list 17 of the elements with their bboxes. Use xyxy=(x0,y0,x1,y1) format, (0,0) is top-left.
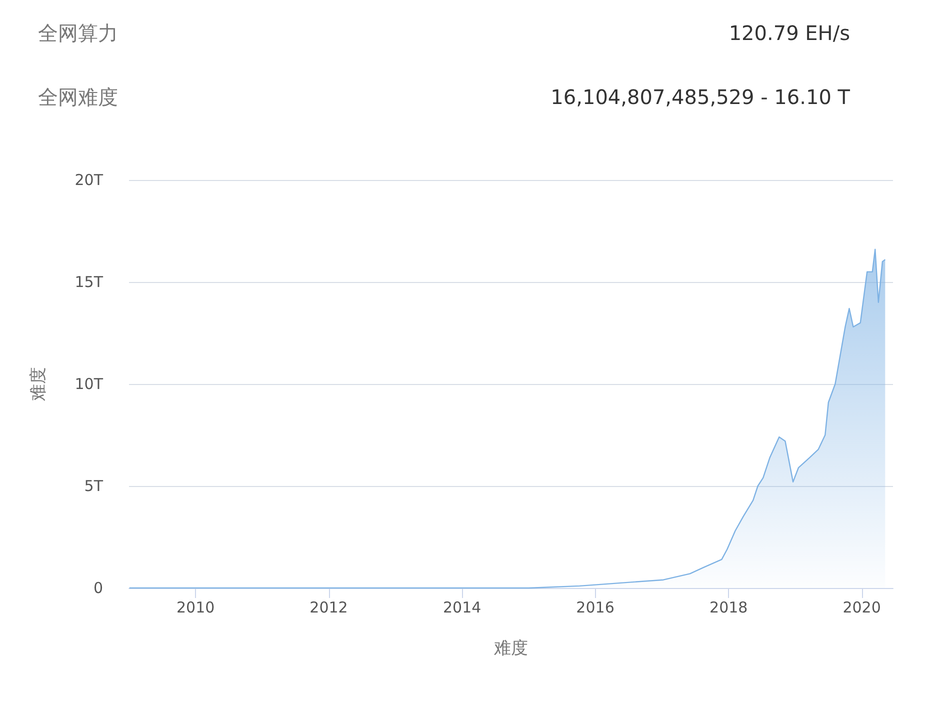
y-tick-label: 0 xyxy=(93,579,103,597)
text: 120.79 EH/s xyxy=(728,21,850,45)
y-tick-label: 5T xyxy=(84,477,104,495)
y-axis-title: 难度 xyxy=(28,367,48,402)
text: 16,104,807,485,529 - 16.10 T xyxy=(550,85,851,109)
text: 全网难度 xyxy=(38,85,118,109)
x-tick-label: 2010 xyxy=(176,598,215,616)
x-tick-label: 2012 xyxy=(310,598,348,616)
x-tick-label: 2014 xyxy=(443,598,482,616)
x-tick-label: 2020 xyxy=(842,598,881,616)
text: 全网算力 xyxy=(38,21,118,45)
x-tick-label: 2018 xyxy=(710,598,748,616)
y-tick-label: 20T xyxy=(74,171,104,189)
x-tick-label: 2016 xyxy=(576,598,614,616)
y-tick-label: 15T xyxy=(74,273,104,291)
x-axis-title: 难度 xyxy=(493,638,528,658)
y-tick-label: 10T xyxy=(74,375,104,393)
